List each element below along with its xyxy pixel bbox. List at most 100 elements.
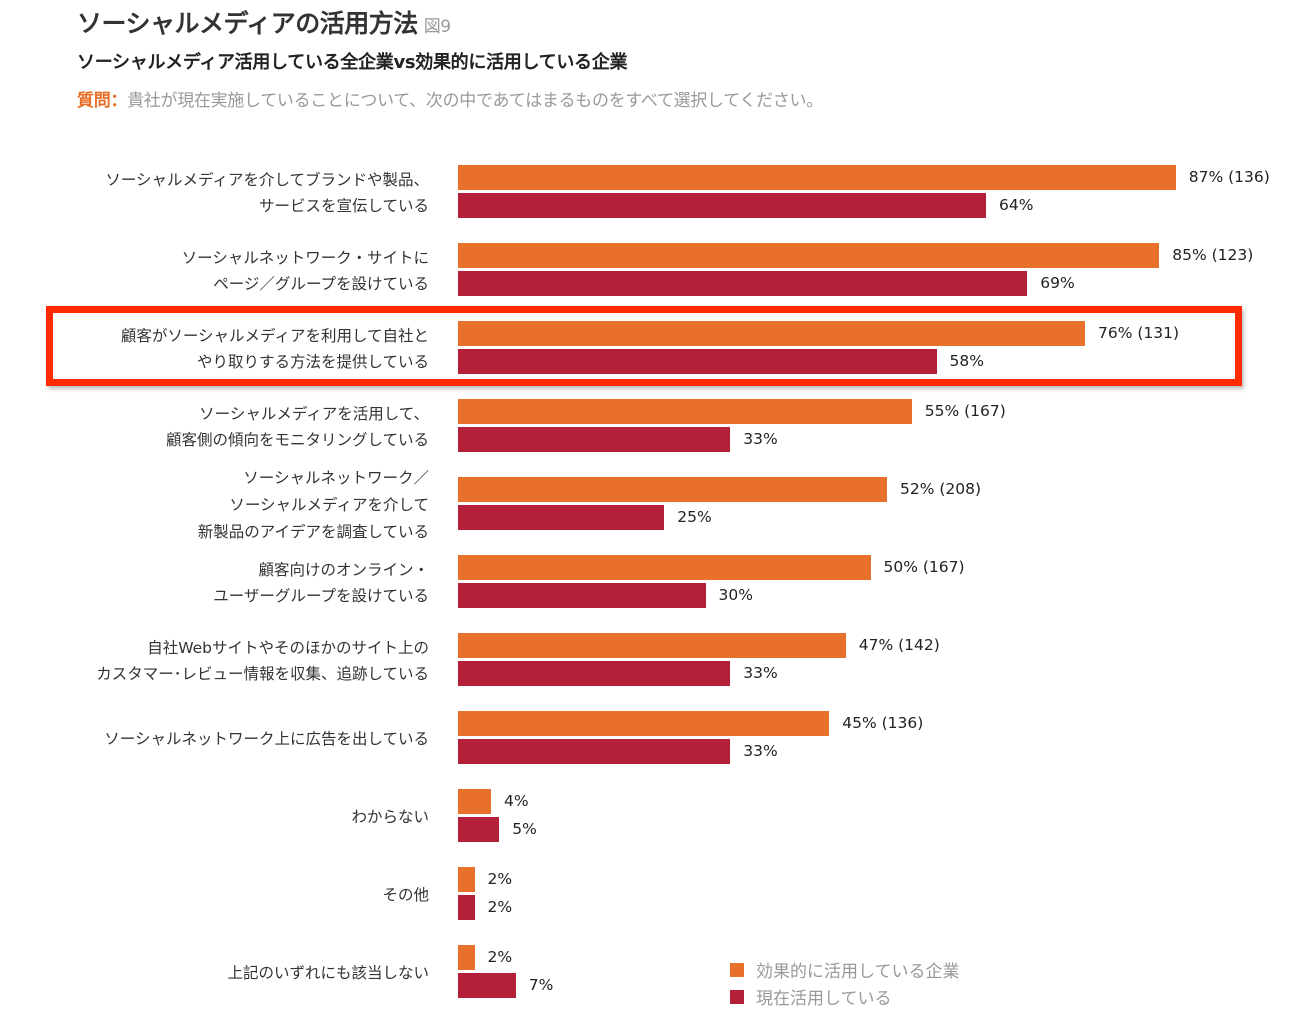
question: 質問：貴社が現在実施していることについて、次の中であてはまるものをすべて選択して… [77,86,823,111]
category-label-line: 上記のいずれにも該当しない [227,964,429,982]
category-label: ソーシャルメディアを活用して、顧客側の傾向をモニタリングしている [166,399,429,455]
category-label-line: ソーシャルネットワーク／ [243,468,429,487]
legend-swatch-effective [730,962,744,977]
category-label: ソーシャルネットワーク上に広告を出している [104,711,429,767]
value-label-current: 7% [528,976,554,994]
category-label-line: ユーザーグループを設けている [213,587,429,605]
category-label-line: ソーシャルネットワーク上に広告を出している [104,730,429,748]
category-label-line: 自社Webサイトやそのほかのサイト上の [147,639,429,657]
value-label-current: 69% [1040,274,1075,292]
category-label-line: 顧客向けのオンライン・ [258,561,429,579]
chart-row: ソーシャルメディアを活用して、顧客側の傾向をモニタリングしている 55% (167… [0,399,1290,455]
figure-label: 図9 [423,17,451,37]
bar-effective [458,477,887,502]
chart-row: ソーシャルネットワーク・サイトにページ／グループを設けている 85% (123) 6… [0,243,1290,299]
value-label-current: 33% [743,664,778,682]
bar-current [458,193,986,218]
question-text: 貴社が現在実施していることについて、次の中であてはまるものをすべて選択してくださ… [127,91,823,111]
highlight-box [46,306,1242,386]
chart-row: 自社Webサイトやそのほかのサイト上のカスタマー･レビュー情報を収集、追跡してい… [0,633,1290,689]
value-label-effective: 50% (167) [883,558,965,576]
bar-effective [458,789,491,814]
category-label: ソーシャルメディアを介してブランドや製品、サービスを宣伝している [105,165,429,221]
bar-effective [458,945,475,970]
chart-title: ソーシャルメディアの活用方法 図9 [77,4,451,40]
value-label-effective: 2% [487,948,513,966]
category-label: その他 [382,867,429,923]
chart-row: 上記のいずれにも該当しない 2% 7% [0,945,1290,1001]
category-label-line: その他 [382,886,429,904]
bar-current [458,895,475,920]
chart-row: ソーシャルネットワーク上に広告を出している 45% (136) 33% [0,711,1290,767]
bar-current [458,817,500,842]
chart-row: 顧客向けのオンライン・ユーザーグループを設けている 50% (167) 30% [0,555,1290,611]
bar-effective [458,321,1085,346]
bar-current [458,661,731,686]
legend: 効果的に活用している企業 現在活用している [730,956,960,1010]
bar-effective [458,555,871,580]
value-label-current: 30% [718,586,753,604]
value-label-effective: 52% (208) [900,480,982,498]
chart-row: ソーシャルネットワーク／ ソーシャルメディアを介して新製品のアイデアを調査している… [0,469,1290,541]
bar-current [458,349,937,374]
value-label-current: 2% [487,898,513,916]
category-label-line: ソーシャルメディアを介して [229,495,429,514]
category-label-line: やり取りする方法を提供している [196,353,429,371]
bar-effective [458,243,1160,268]
category-label: わからない [351,789,429,845]
bar-effective [458,633,846,658]
value-label-current: 58% [949,352,984,370]
chart-row: その他 2% 2% [0,867,1290,923]
category-label-line: サービスを宣伝している [258,197,429,215]
value-label-effective: 4% [504,792,529,810]
bar-current [458,739,731,764]
category-label-line: 新製品のアイデアを調査している [197,522,429,541]
category-label: 顧客向けのオンライン・ユーザーグループを設けている [213,555,429,611]
value-label-current: 64% [999,196,1034,214]
category-label-line: わからない [351,808,429,826]
value-label-current: 33% [743,430,778,448]
value-label-effective: 85% (123) [1172,246,1254,264]
value-label-current: 33% [743,742,778,760]
category-label: 上記のいずれにも該当しない [227,945,429,1001]
value-label-effective: 87% (136) [1188,168,1270,186]
bar-current [458,427,731,452]
category-label-line: 顧客側の傾向をモニタリングしている [165,431,429,449]
bar-effective [458,399,912,424]
bar-current [458,583,706,608]
value-label-effective: 55% (167) [924,402,1006,420]
value-label-effective: 76% (131) [1098,324,1180,342]
category-label: ソーシャルネットワーク・サイトにページ／グループを設けている [182,243,429,299]
legend-item-effective: 効果的に活用している企業 [730,956,960,983]
bar-current [458,973,516,998]
value-label-effective: 2% [487,870,513,888]
category-label: ソーシャルネットワーク／ ソーシャルメディアを介して新製品のアイデアを調査している [198,469,429,541]
title-text: ソーシャルメディアの活用方法 [77,9,418,38]
chart-row: わからない 4% 5% [0,789,1290,845]
bar-effective [458,165,1176,190]
legend-swatch-current [730,989,744,1004]
value-label-current: 25% [677,508,712,526]
category-label-line: ソーシャルメディアを介してブランドや製品、 [105,171,429,189]
legend-label-current: 現在活用している [756,989,892,1009]
chart-subtitle: ソーシャルメディア活用している全企業vs効果的に活用している企業 [77,52,628,73]
bar-effective [458,711,830,736]
value-label-effective: 45% (136) [842,714,924,732]
legend-label-effective: 効果的に活用している企業 [756,962,960,982]
bar-effective [458,867,475,892]
value-label-effective: 47% (142) [858,636,940,654]
value-label-current: 5% [512,820,537,838]
category-label-line: 顧客がソーシャルメディアを利用して自社と [120,327,429,345]
chart-row: 顧客がソーシャルメディアを利用して自社とやり取りする方法を提供している 76% (… [0,321,1290,377]
category-label-line: カスタマー･レビュー情報を収集、追跡している [96,665,429,683]
question-label: 質問： [77,91,128,111]
category-label: 自社Webサイトやそのほかのサイト上のカスタマー･レビュー情報を収集、追跡してい… [96,633,429,689]
category-label-line: ソーシャルメディアを活用して、 [199,405,429,423]
category-label-line: ソーシャルネットワーク・サイトに [181,249,429,267]
legend-item-current: 現在活用している [730,983,960,1010]
bar-current [458,505,665,530]
category-label-line: ページ／グループを設けている [213,275,429,293]
bar-current [458,271,1028,296]
chart-row: ソーシャルメディアを介してブランドや製品、サービスを宣伝している 87% (136… [0,165,1290,221]
category-label: 顧客がソーシャルメディアを利用して自社とやり取りする方法を提供している [121,321,429,377]
